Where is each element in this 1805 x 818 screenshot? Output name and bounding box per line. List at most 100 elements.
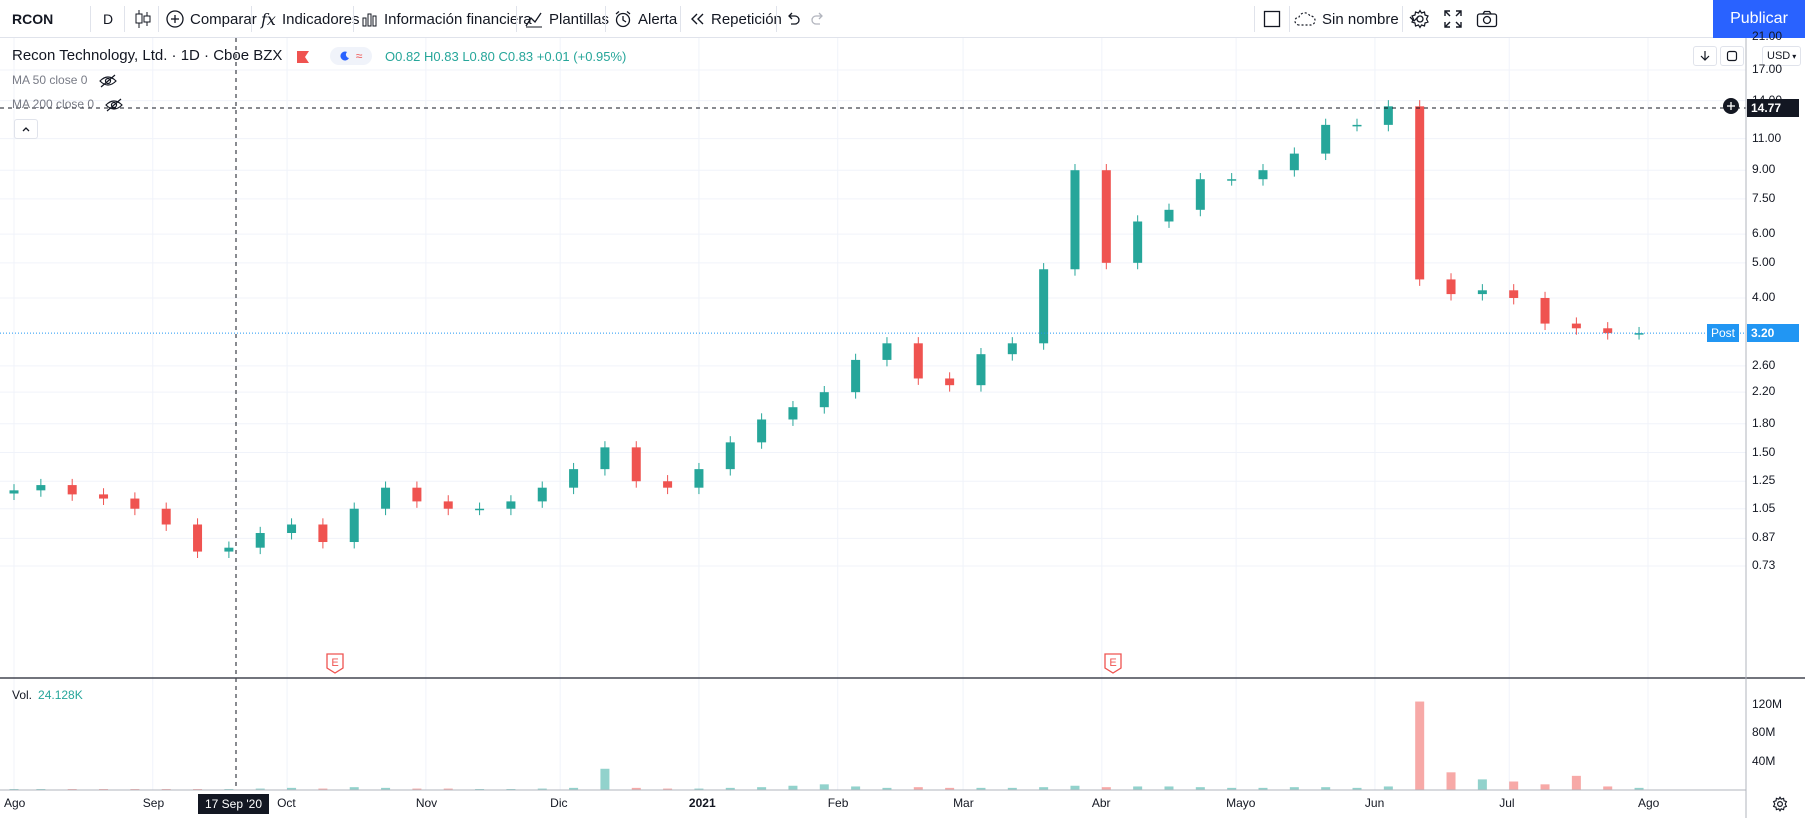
eye-hidden-icon[interactable] <box>105 98 124 112</box>
camera-icon <box>1476 10 1498 28</box>
flag-icon[interactable] <box>296 50 310 64</box>
compare-label: Comparar <box>190 10 257 28</box>
volume-bar <box>1446 772 1456 790</box>
volume-bar <box>318 788 328 790</box>
volume-bar <box>537 788 547 790</box>
time-tick-label: Dic <box>550 796 568 810</box>
alert-button[interactable]: Alerta <box>614 0 677 38</box>
fullscreen-button[interactable] <box>1444 0 1468 38</box>
volume-legend[interactable]: Vol. 24.128K <box>12 688 83 702</box>
volume-label: Vol. <box>12 688 33 702</box>
volume-bar <box>1415 701 1425 790</box>
earnings-marker-label: E <box>1109 657 1116 669</box>
price-tick-label: 1.50 <box>1752 444 1776 459</box>
candle <box>1509 284 1519 305</box>
replay-button[interactable]: Repetición <box>689 0 782 38</box>
indicators-label: Indicadores <box>281 10 360 28</box>
toolbar-divider <box>776 6 777 32</box>
price-tick-label: 1.80 <box>1752 415 1776 430</box>
symbol-search-button[interactable]: RCON <box>12 11 54 27</box>
crosshair-date-label: 17 Sep '20 <box>198 794 270 814</box>
price-tick-label: 4.00 <box>1752 289 1776 304</box>
indicators-button[interactable]: fx Indicadores <box>261 0 360 38</box>
scroll-to-latest-button[interactable] <box>1693 46 1717 66</box>
price-tick-label: 21.00 <box>1752 28 1783 43</box>
toolbar-divider <box>124 6 125 32</box>
snapshot-button[interactable] <box>1476 0 1504 38</box>
volume-bar <box>1477 779 1487 790</box>
volume-bar <box>443 788 453 790</box>
ma200-legend[interactable]: MA 200 close 0 <box>12 97 124 112</box>
candle <box>255 526 265 555</box>
volume-tick-label: 80M <box>1752 725 1776 740</box>
volume-bar <box>1352 787 1362 790</box>
market-status-badge[interactable]: ≈ <box>330 47 372 65</box>
ohlc-values: O0.82 H0.83 L0.80 C0.83 +0.01 (+0.95%) <box>385 49 627 64</box>
waves-icon: ≈ <box>355 49 363 63</box>
time-tick-label: 2021 <box>688 796 716 810</box>
undo-button[interactable] <box>785 0 807 38</box>
ma200-label: MA 200 close 0 <box>12 97 95 111</box>
collapse-legend-button[interactable] <box>14 119 38 139</box>
settings-button[interactable] <box>1410 0 1436 38</box>
alert-label: Alerta <box>638 10 678 28</box>
toolbar-divider <box>158 6 159 32</box>
earnings-marker[interactable]: E <box>326 653 344 674</box>
financials-label: Información financiera <box>384 10 532 28</box>
volume-bar <box>1101 787 1111 790</box>
earnings-marker-label: E <box>331 657 338 669</box>
volume-bar <box>882 787 892 790</box>
candles-icon <box>135 10 151 28</box>
earnings-marker[interactable]: E <box>1104 653 1122 674</box>
bar-chart-icon <box>362 13 377 27</box>
volume-bar <box>976 787 986 790</box>
layout-name-button[interactable]: Sin nombre <box>1294 0 1427 38</box>
currency-selector[interactable]: USD ▾ <box>1762 46 1802 66</box>
volume-bar <box>1540 784 1550 790</box>
price-chart[interactable]: E E <box>0 38 1805 818</box>
maximize-pane-button[interactable] <box>1720 46 1744 66</box>
volume-bar <box>1227 787 1237 790</box>
volume-bar <box>1383 786 1393 790</box>
chart-type-button[interactable] <box>133 0 159 38</box>
interval-button[interactable]: D <box>103 11 114 27</box>
price-tick-label: 9.00 <box>1752 162 1776 177</box>
top-toolbar: RCON D Comparar fx Indicadores Informaci… <box>0 0 1805 38</box>
volume-bar <box>788 785 798 790</box>
candle <box>1101 164 1111 270</box>
symbol-legend-title[interactable]: Recon Technology, Ltd. · 1D · Cboe BZX <box>12 47 283 64</box>
time-tick-label: Oct <box>277 796 296 810</box>
candle <box>412 481 422 508</box>
fullscreen-toggle-button[interactable] <box>1263 0 1287 38</box>
candle <box>287 518 297 540</box>
candle <box>318 518 328 549</box>
price-tick-label: 6.00 <box>1752 226 1776 241</box>
volume-bar <box>412 788 422 790</box>
publish-button[interactable]: Publicar <box>1713 0 1805 38</box>
price-tick-label: 0.87 <box>1752 530 1776 545</box>
price-tick-label: 1.25 <box>1752 473 1776 488</box>
candle <box>506 495 516 516</box>
time-tick-label: Nov <box>415 796 438 810</box>
toolbar-divider <box>1289 6 1290 32</box>
time-tick-label: Mayo <box>1226 796 1256 810</box>
toolbar-divider <box>1402 6 1403 32</box>
volume-bar <box>1070 785 1080 790</box>
candle <box>600 441 610 476</box>
compare-button[interactable]: Comparar <box>166 0 257 38</box>
time-tick-label: Jun <box>1364 796 1385 810</box>
ma50-legend[interactable]: MA 50 close 0 <box>12 73 117 88</box>
templates-label: Plantillas <box>549 10 610 28</box>
axis-settings-button[interactable] <box>1772 796 1788 817</box>
volume-bar <box>255 788 265 790</box>
gear-icon <box>1411 9 1429 29</box>
eye-hidden-icon[interactable] <box>98 74 117 88</box>
volume-bar <box>694 788 704 790</box>
time-tick-label: Jul <box>1499 796 1515 810</box>
redo-button[interactable] <box>810 0 832 38</box>
volume-bar <box>1133 786 1143 790</box>
templates-button[interactable]: Plantillas <box>525 0 609 38</box>
crosshair-add-button[interactable] <box>1723 98 1739 114</box>
financials-button[interactable]: Información financiera <box>362 0 532 38</box>
volume-bar <box>945 787 955 790</box>
